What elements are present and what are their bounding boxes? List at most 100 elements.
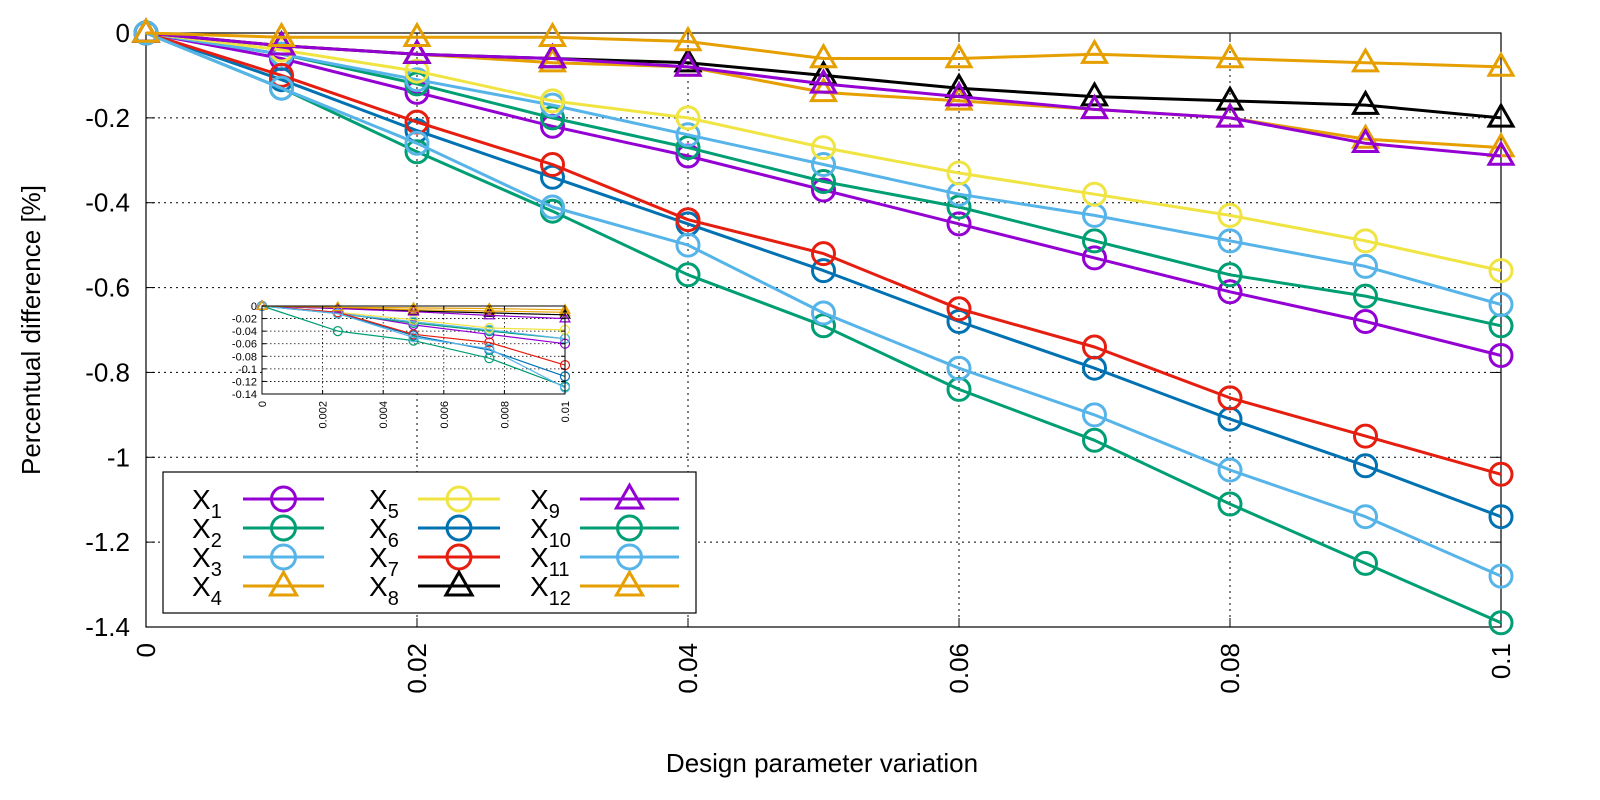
main-data-point: [808, 68, 839, 94]
main-data-point: [1353, 228, 1378, 254]
main-data-point: [269, 75, 294, 101]
inset-y-tick-label-0-08: -0.08: [232, 351, 257, 363]
main-data-point: [1488, 461, 1514, 487]
inset-series-line: [261, 305, 566, 389]
inset-series-line: [261, 305, 566, 366]
legend-label: X11: [530, 542, 569, 581]
main-data-point: [1082, 181, 1107, 207]
inset-axes: 0-0.02-0.04-0.06-0.08-0.1-0.12-0.140 0.00…: [232, 301, 572, 429]
main-data-point: [131, 17, 161, 43]
legend-marker: [445, 543, 473, 571]
main-series-line: [145, 31, 1502, 69]
main-data-point: [673, 51, 703, 77]
main-data-point: [540, 164, 565, 190]
main-y-tick-label-0-2: -0.2: [85, 103, 130, 133]
main-data-point: [1082, 334, 1107, 360]
main-data-point: [1488, 610, 1514, 636]
main-data-point: [1217, 279, 1243, 305]
legend-label-main: X: [369, 484, 388, 515]
legend-label: X8: [369, 571, 399, 610]
main-data-point: [1350, 127, 1381, 153]
inset-data-point: [483, 302, 496, 313]
legend-marker: [270, 543, 297, 571]
legend-marker: [270, 485, 297, 513]
main-data-point: [537, 47, 568, 73]
inset-plot-frame: [261, 305, 566, 395]
main-series-line: [145, 31, 1502, 357]
main-y-tick-label-1-2: -1.2: [85, 527, 130, 557]
main-data-point: [404, 58, 430, 84]
main-data-point: [811, 241, 836, 267]
main-y-tick-label-0-8: -0.8: [85, 357, 130, 387]
main-series-line: [145, 31, 1502, 519]
main-data-point: [1486, 140, 1516, 166]
main-data-point: [1353, 453, 1378, 479]
main-data-point: [675, 135, 701, 161]
inset-y-tick-label-0-04: -0.04: [232, 326, 257, 338]
inset-data-point: [484, 337, 495, 348]
legend-label-subscript: 5: [388, 501, 399, 523]
inset-data-point: [408, 329, 419, 340]
main-data-point: [811, 135, 836, 161]
main-data-point: [675, 105, 701, 131]
main-data-point: [1350, 89, 1381, 115]
main-data-point: [944, 42, 974, 69]
main-series-line: [145, 31, 1502, 578]
main-data-point: [1217, 491, 1243, 517]
main-data-point: [537, 21, 568, 47]
main-data-point: [1353, 283, 1378, 309]
main-series-line: [145, 31, 1502, 625]
legend-marker: [270, 514, 297, 542]
y-axis-label: Percentual difference [%]: [16, 185, 46, 475]
main-data-point: [266, 30, 297, 56]
main-data-point: [1488, 343, 1514, 368]
main-x-tick-label-0: 0: [131, 643, 161, 657]
main-data-point: [946, 160, 972, 186]
main-data-point: [675, 232, 701, 258]
inset-x-tick-label-0-004: 0.004: [378, 401, 390, 429]
main-data-point: [1353, 423, 1378, 449]
legend-label-subscript: 8: [388, 588, 399, 610]
legend-label-subscript: 2: [211, 530, 222, 552]
inset-data-point: [332, 326, 343, 337]
main-data-point: [1082, 402, 1107, 428]
main-data-point: [1486, 102, 1516, 128]
legend-label: X5: [369, 484, 399, 523]
legend-label: X9: [530, 484, 560, 523]
main-data-point: [811, 169, 836, 194]
legend-label-main: X: [369, 513, 388, 544]
main-data-point: [944, 80, 974, 107]
main-data-point: [1217, 457, 1243, 483]
main-data-point: [675, 262, 701, 288]
inset-x-tick-label-0: 0: [257, 401, 269, 407]
main-data-point: [675, 207, 701, 233]
legend-marker: [445, 514, 473, 542]
main-data-point: [1217, 385, 1243, 411]
main-y-tick-label-1: -1: [107, 442, 130, 472]
inset-data-point: [407, 303, 420, 314]
inset-data-point: [483, 304, 496, 315]
legend-label-subscript: 7: [388, 559, 399, 581]
inset-series: [256, 299, 571, 393]
legend-marker: [616, 543, 643, 571]
inset-chart: 0-0.02-0.04-0.06-0.08-0.1-0.12-0.140 0.00…: [232, 299, 572, 429]
x-axis-label: Design parameter variation: [666, 748, 978, 778]
main-axes: 0-0.2-0.4-0.6-0.8-1-1.2-1.40 0.02 0.04 0.06…: [85, 18, 1516, 694]
main-series-line: [145, 31, 1502, 306]
legend-label-subscript: 10: [549, 530, 571, 552]
main-data-point: [404, 139, 430, 165]
main-data-point: [402, 21, 432, 47]
legend-label-subscript: 12: [549, 588, 571, 610]
main-data-point: [1079, 38, 1110, 64]
main-series-X12: [131, 17, 1516, 77]
main-data-point: [1215, 85, 1245, 111]
main-data-point: [1353, 253, 1378, 279]
main-series-X5: [133, 20, 1514, 284]
main-data-point: [1353, 504, 1378, 530]
inset-y-tick-label-0-12: -0.12: [232, 376, 257, 388]
legend-entry-X7: X7: [369, 542, 500, 581]
main-data-point: [946, 211, 972, 237]
legend-entry-X4: X4: [192, 569, 324, 610]
main-data-point: [946, 309, 972, 334]
legend-marker: [613, 482, 646, 510]
